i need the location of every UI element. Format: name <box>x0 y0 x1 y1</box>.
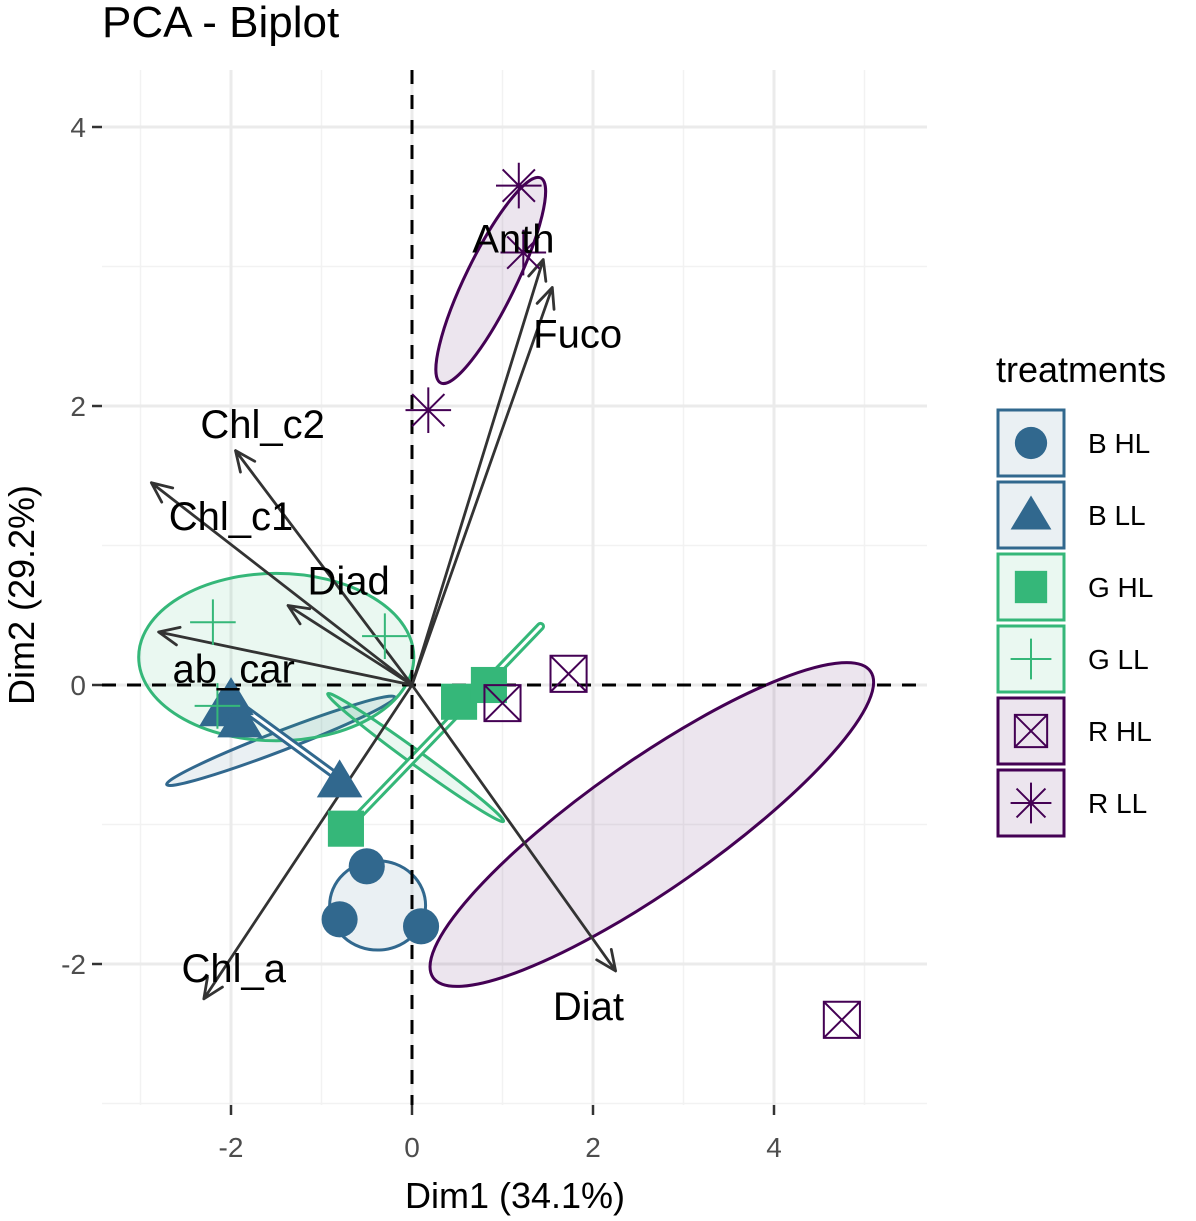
ellipse-r-hl <box>428 661 876 988</box>
var-label-anth: Anth <box>472 218 554 262</box>
legend-key-r-ll <box>996 768 1066 838</box>
legend-key-box <box>996 552 1066 622</box>
var-label-chl_c2: Chl_c2 <box>200 403 325 447</box>
y-tick-label: 4 <box>70 112 86 143</box>
legend-title: treatments <box>996 349 1166 390</box>
x-tick-label: 0 <box>404 1132 420 1163</box>
legend-label: G HL <box>1088 572 1153 603</box>
point-r-hl <box>822 1000 861 1039</box>
arrow-chl_c1 <box>149 481 414 687</box>
legend-key-symbol <box>1010 638 1052 680</box>
legend-key-g-hl <box>996 552 1066 622</box>
y-tick-label: 2 <box>70 391 86 422</box>
x-tick-label: -2 <box>219 1132 244 1163</box>
point-b-hl <box>403 908 440 945</box>
axis-ticks: -2 0 2 4 -2 0 2 4 <box>61 112 782 1163</box>
var-label-diad: Diad <box>308 559 390 603</box>
legend-key-g-ll <box>996 624 1066 694</box>
chart-title: PCA - Biplot <box>102 0 339 47</box>
var-label-chl_c1: Chl_c1 <box>169 495 294 539</box>
point-r-ll <box>405 387 452 433</box>
point-r-ll <box>495 162 542 209</box>
ellipses-layer <box>137 175 876 988</box>
var-label-chl_a: Chl_a <box>181 947 286 991</box>
legend-key-symbol <box>1014 426 1048 460</box>
point-r-hl <box>483 684 522 723</box>
ellipse-r-ll <box>434 175 548 386</box>
point-r-ll <box>500 229 547 276</box>
grid-major <box>102 70 927 1105</box>
arrow-diad <box>286 604 414 687</box>
point-g-hl <box>327 810 364 847</box>
point-g-ll <box>194 683 241 729</box>
arrow-fuco <box>410 286 556 687</box>
var-label-diat: Diat <box>553 985 624 1029</box>
variable-arrows-layer <box>149 258 618 1001</box>
legend-key-r-hl <box>996 696 1066 766</box>
x-tick-label: 4 <box>766 1132 782 1163</box>
y-tick-label: 0 <box>70 670 86 701</box>
point-b-ll <box>217 699 263 738</box>
x-tick-label: 2 <box>585 1132 601 1163</box>
grid-minor <box>102 70 927 1105</box>
legend-key-box <box>996 624 1066 694</box>
point-g-ll <box>190 599 236 646</box>
point-b-ll <box>316 759 363 798</box>
legend-label: G LL <box>1088 644 1149 675</box>
var-label-ab_car: ab_car <box>173 647 295 691</box>
legend-key-symbol <box>1013 713 1049 749</box>
point-g-ll <box>362 613 408 659</box>
legend: treatments B HL B LL G HL G LL R HL R LL <box>996 349 1166 838</box>
legend-key-symbol <box>1014 570 1048 604</box>
y-axis-title: Dim2 (29.2%) <box>1 485 42 705</box>
arrow-chl_a <box>202 683 414 1001</box>
point-b-hl <box>348 848 385 885</box>
arrow-chl_c2 <box>234 449 414 687</box>
legend-key-b-hl <box>996 408 1066 478</box>
variable-labels-layer: Anth Fuco Chl_c2 Chl_c1 Diad ab_car Chl_a Diat <box>169 218 624 1029</box>
legend-label: B LL <box>1088 500 1146 531</box>
legend-key-b-ll <box>996 480 1066 550</box>
legend-key-symbol <box>1010 495 1052 530</box>
var-label-fuco: Fuco <box>533 312 622 356</box>
points-layer <box>190 162 861 1039</box>
point-r-hl <box>549 654 588 693</box>
x-axis-title: Dim1 (34.1%) <box>405 1175 625 1216</box>
y-tick-label: -2 <box>61 949 86 980</box>
legend-key-symbol <box>1010 782 1052 824</box>
legend-label: R HL <box>1088 716 1152 747</box>
point-b-hl <box>321 901 358 938</box>
arrow-diat <box>410 683 618 973</box>
legend-label: B HL <box>1088 428 1150 459</box>
arrow-anth <box>410 258 548 687</box>
arrow-ab_car <box>157 625 414 687</box>
legend-label: R LL <box>1088 788 1147 819</box>
